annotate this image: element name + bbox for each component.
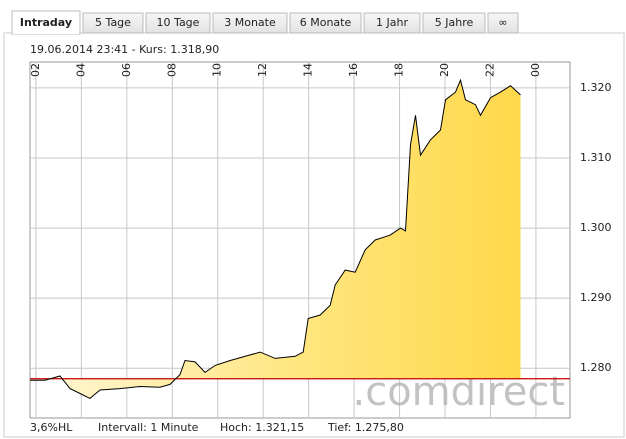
tab[interactable]: Intraday [11, 10, 81, 35]
footer-stat: Hoch: 1.321,15 [220, 421, 304, 434]
tab-label[interactable]: 1 Jahr [376, 16, 408, 29]
tab-background[interactable] [212, 12, 288, 34]
tab-label[interactable]: 5 Tage [95, 16, 131, 29]
y-tick-label: 1.320 [580, 81, 612, 94]
x-tick-label: 08 [165, 63, 178, 77]
x-tick-label: 04 [74, 63, 87, 77]
tab[interactable]: 1 Jahr [363, 12, 421, 34]
tab-label[interactable]: 10 Tage [157, 16, 200, 29]
tab[interactable]: 6 Monate [289, 12, 362, 34]
y-tick-label: 1.310 [580, 151, 612, 164]
tab-label[interactable]: 3 Monate [224, 16, 276, 29]
x-tick-label: 16 [347, 63, 360, 77]
tab-label[interactable]: ∞ [498, 16, 507, 29]
tab-background[interactable] [145, 12, 211, 34]
plot-area [30, 78, 570, 399]
x-tick-label: 12 [256, 63, 269, 77]
footer-stat: 3,6%HL [30, 421, 73, 434]
tab[interactable]: 3 Monate [212, 12, 288, 34]
tab-background[interactable] [82, 12, 144, 34]
tab[interactable]: 5 Jahre [422, 12, 486, 34]
tab-background[interactable] [487, 12, 519, 34]
tab-label[interactable]: 6 Monate [300, 16, 352, 29]
tab[interactable]: 5 Tage [82, 12, 144, 34]
tab-label[interactable]: Intraday [20, 16, 72, 29]
area-fill [30, 80, 521, 399]
x-tick-label: 14 [302, 63, 315, 77]
tab-background[interactable] [422, 12, 486, 34]
x-tick-label: 00 [529, 63, 542, 77]
y-tick-label: 1.290 [580, 291, 612, 304]
chart-subtitle: 19.06.2014 23:41 - Kurs: 1.318,90 [30, 43, 219, 56]
x-tick-label: 10 [211, 63, 224, 77]
tab[interactable]: ∞ [487, 12, 519, 34]
footer-stat: Intervall: 1 Minute [98, 421, 199, 434]
price-line [30, 78, 521, 399]
x-tick-label: 02 [29, 63, 42, 77]
y-tick-label: 1.280 [580, 361, 612, 374]
tab-background[interactable] [289, 12, 362, 34]
tab-background[interactable] [363, 12, 421, 34]
tab-label[interactable]: 5 Jahre [435, 16, 474, 29]
x-tick-label: 22 [483, 63, 496, 77]
x-tick-label: 06 [120, 63, 133, 77]
y-tick-label: 1.300 [580, 221, 612, 234]
tab[interactable]: 10 Tage [145, 12, 211, 34]
footer-stat: Tief: 1.275,80 [327, 421, 404, 434]
x-tick-label: 20 [438, 63, 451, 77]
x-tick-label: 18 [393, 63, 406, 77]
